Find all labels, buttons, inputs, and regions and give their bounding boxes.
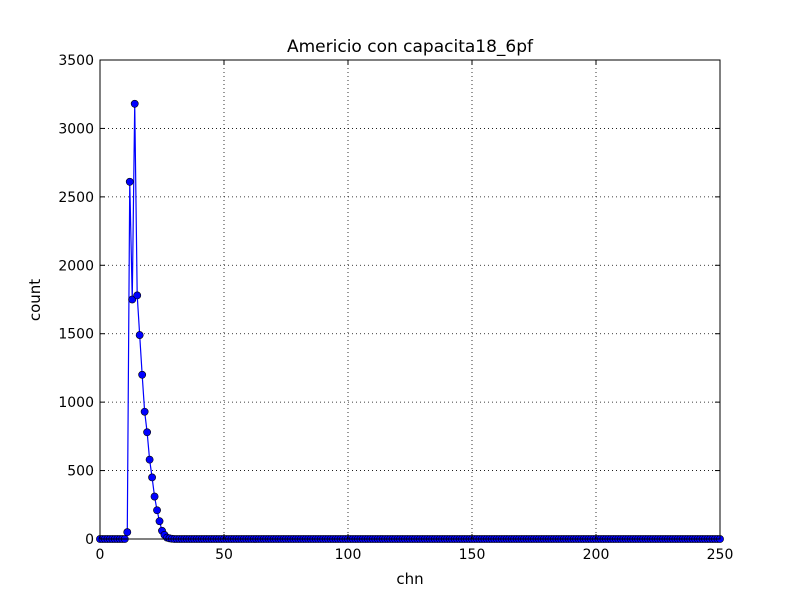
- data-point: [145, 455, 154, 464]
- x-tick-label: 250: [707, 547, 734, 563]
- series-layer: [96, 99, 724, 543]
- data-point: [135, 331, 144, 339]
- grid-layer: [100, 60, 720, 539]
- y-axis-label: count: [26, 279, 44, 321]
- y-tick-label: 2000: [58, 258, 94, 274]
- data-point: [150, 492, 159, 501]
- y-tick-label: 3500: [58, 53, 94, 69]
- y-tick-label: 3000: [58, 121, 94, 137]
- data-point: [133, 291, 142, 300]
- x-tick-label: 50: [215, 547, 233, 563]
- data-point: [155, 517, 164, 526]
- plot-frame: [99, 59, 721, 540]
- y-tick-label: 1500: [58, 327, 94, 343]
- x-tick-label: 100: [335, 547, 362, 563]
- y-tick-label: 0: [85, 532, 94, 548]
- tick-layer: 0 50 100 150 200 2500500100015002000250030003…: [58, 53, 733, 563]
- series-line: [100, 103, 720, 540]
- data-point: [143, 428, 152, 437]
- data-point: [130, 99, 139, 108]
- data-point: [123, 528, 132, 537]
- data-point: [140, 407, 149, 416]
- data-point: [128, 295, 137, 304]
- data-point: [138, 370, 147, 379]
- x-tick-label: 200: [583, 547, 610, 563]
- y-tick-label: 1000: [58, 395, 94, 411]
- data-point: [148, 473, 156, 482]
- data-point: [125, 177, 134, 186]
- y-tick-label: 2500: [58, 190, 94, 206]
- chart-title: Americio con capacita18_6pf: [287, 37, 534, 57]
- x-tick-label: 0: [96, 547, 105, 563]
- y-tick-label: 500: [67, 464, 94, 480]
- x-axis-label: chn: [396, 570, 423, 588]
- x-tick-label: 150: [459, 547, 486, 563]
- data-point: [153, 506, 161, 515]
